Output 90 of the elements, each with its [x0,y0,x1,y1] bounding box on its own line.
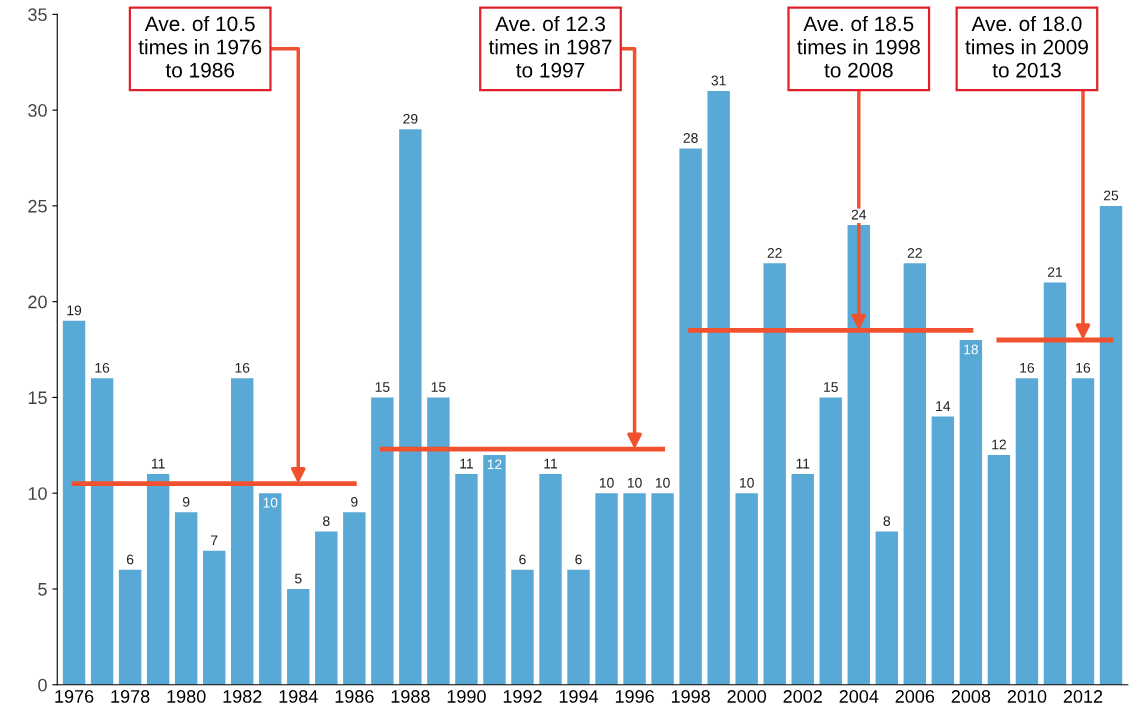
data-label: 10 [627,477,642,488]
x-tick-label: 1998 [671,690,710,703]
y-tick-label: 35 [28,8,47,22]
x-tick-label: 2012 [1063,690,1103,703]
x-tick-label: 1986 [335,690,374,703]
data-label: 10 [599,477,614,488]
bar [539,474,562,685]
bar [707,90,730,685]
bar [62,320,86,685]
data-label: 16 [95,362,110,373]
data-label: 11 [460,458,473,469]
annotation: Ave. of 18.5 times in 1998 to 2008 [797,15,920,78]
data-label: 11 [151,458,165,469]
annotation: Ave. of 18.0 times in 2009 to 2013 [965,15,1088,78]
bar [511,569,534,685]
data-label: 22 [767,247,782,258]
data-label: 16 [1076,362,1091,373]
data-label: 8 [883,516,891,526]
bar [146,474,170,685]
data-label: 15 [431,382,446,392]
x-tick-label: 2004 [839,690,879,703]
x-tick-label: 1988 [391,690,430,703]
x-tick-label: 2006 [895,690,935,703]
bar [174,512,198,685]
data-label: 14 [936,401,951,411]
annotation: Ave. of 12.3 times in 1987 to 1997 [488,15,612,78]
data-label: 19 [67,305,82,316]
data-label: 21 [1047,267,1063,277]
data-label: 29 [403,113,418,124]
x-tick-label: 1976 [55,690,94,703]
data-label: 28 [683,133,698,143]
bar [847,225,870,685]
data-label: 18 [964,344,978,355]
data-label: 16 [235,362,250,373]
data-label: 6 [575,554,582,565]
bar [483,454,506,685]
data-label: 9 [351,496,358,507]
data-label: 8 [323,516,330,526]
data-label: 11 [796,458,810,469]
y-tick-label: 30 [28,104,47,117]
data-label: 6 [126,554,134,565]
bar [987,454,1011,685]
x-tick-label: 1978 [111,690,150,703]
x-tick-label: 1994 [559,690,599,703]
x-tick-label: 1990 [447,690,486,703]
y-tick-label: 20 [28,295,47,309]
data-label: 25 [1103,190,1119,201]
bar [287,588,310,685]
data-label: 12 [992,439,1006,450]
x-tick-label: 1980 [167,690,206,703]
bar [202,550,226,685]
x-tick-label: 1984 [279,690,318,703]
data-label: 9 [182,496,190,507]
y-tick-label: 25 [28,199,47,213]
bar [259,493,282,685]
data-label: 15 [375,382,390,392]
data-label: 31 [711,75,726,86]
x-tick-label: 2002 [783,690,822,703]
bar [959,339,983,685]
data-label: 16 [1020,362,1035,373]
data-label: 12 [487,459,502,470]
data-label: 24 [851,209,867,220]
annotation: Ave. of 10.5 times in 1976 to 1986 [138,15,262,78]
y-tick-label: 15 [28,391,47,405]
x-tick-label: 2000 [727,690,767,703]
data-label: 22 [907,247,922,258]
y-tick-label: 0 [38,678,47,692]
x-tick-label: 2010 [1007,690,1047,703]
bar [343,512,366,685]
y-tick-label: 10 [28,487,47,500]
bar [567,569,590,685]
x-tick-label: 1996 [615,690,654,703]
data-label: 15 [824,382,838,392]
x-tick-label: 1992 [503,690,542,703]
y-tick-label: 5 [38,583,47,596]
bar [875,531,899,685]
bar [791,474,814,685]
data-label: 6 [519,554,526,565]
bar [315,531,338,685]
data-label: 11 [544,458,558,469]
data-label: 7 [211,535,218,545]
bar [1099,205,1123,685]
data-label: 10 [263,497,278,508]
bar [455,474,478,685]
bar [118,569,142,685]
x-tick-label: 2008 [951,690,991,703]
data-label: 10 [740,477,754,488]
data-label: 10 [655,477,670,488]
data-label: 5 [294,573,302,584]
x-tick-label: 1982 [223,690,262,703]
